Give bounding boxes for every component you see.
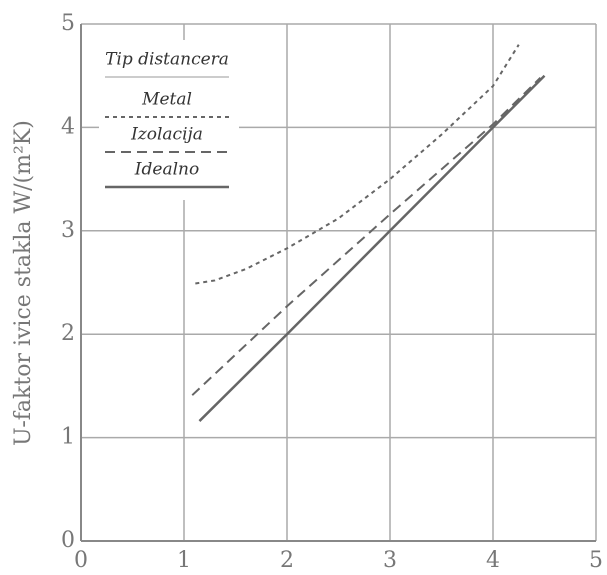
series-line — [195, 44, 520, 285]
y-tick-label: 5 — [61, 11, 75, 36]
y-tick-label: 2 — [61, 321, 75, 346]
y-tick-label: 3 — [61, 218, 75, 243]
x-tick-label: 2 — [280, 548, 294, 573]
legend-box — [99, 40, 239, 200]
legend-label: Izolacija — [130, 125, 203, 145]
legend-label: Idealno — [134, 160, 199, 180]
x-tick-label: 0 — [74, 548, 88, 573]
series-line — [191, 77, 542, 396]
x-tick-label: 3 — [383, 548, 397, 573]
series-line — [198, 74, 546, 422]
y-tick-label: 4 — [61, 114, 75, 139]
y-axis-label: U-faktor ivice stakla W/(m²K) — [11, 120, 36, 446]
x-tick-label: 5 — [589, 548, 603, 573]
legend-label: Metal — [141, 90, 192, 110]
x-tick-label: 4 — [486, 548, 500, 573]
y-tick-label: 1 — [61, 425, 75, 450]
y-tick-label: 0 — [61, 528, 75, 553]
legend-title: Tip distancera — [105, 50, 229, 70]
x-tick-label: 1 — [177, 548, 191, 573]
